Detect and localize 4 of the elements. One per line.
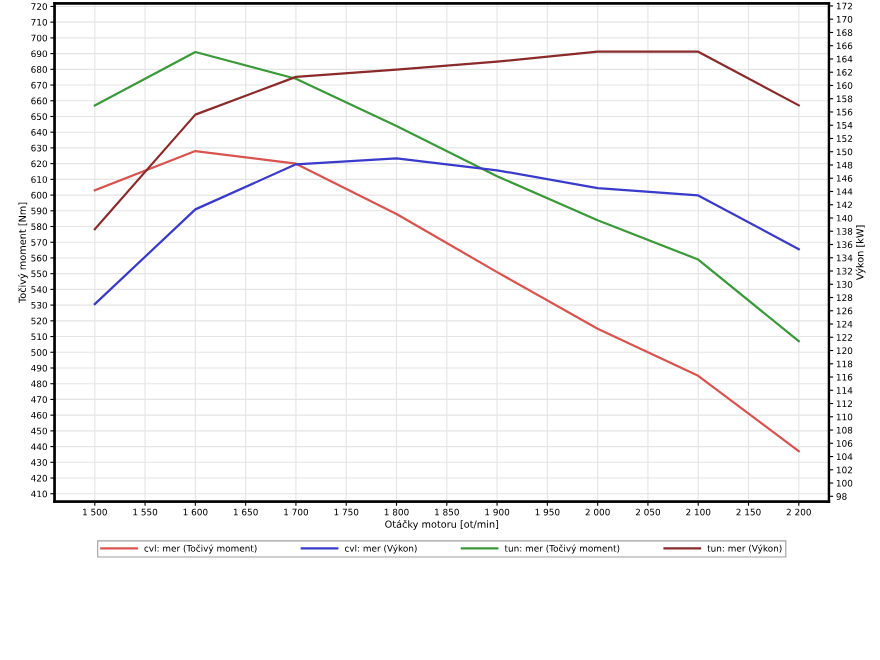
line-series — [93, 50, 800, 231]
line-series — [93, 50, 800, 343]
line-series — [93, 157, 800, 306]
line-series — [93, 149, 800, 453]
